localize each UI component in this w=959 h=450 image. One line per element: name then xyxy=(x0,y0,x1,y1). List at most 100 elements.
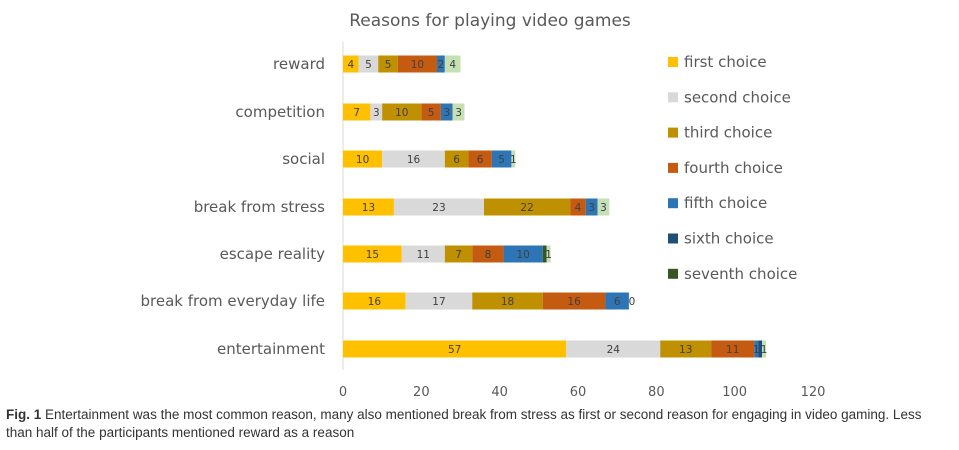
bar-segment xyxy=(343,340,567,358)
bar-value-label: 11 xyxy=(417,249,430,261)
legend-label: third choice xyxy=(684,124,772,142)
bar-segment xyxy=(382,103,422,121)
bar-segment xyxy=(546,245,551,263)
bar-segment xyxy=(570,198,586,216)
legend-swatch xyxy=(668,162,678,173)
figure-caption: Fig. 1 Entertainment was the most common… xyxy=(6,406,951,442)
x-tick-label: 40 xyxy=(491,385,508,400)
bar-segment xyxy=(343,245,402,263)
legend-swatch xyxy=(668,57,678,67)
bar-segment xyxy=(585,198,598,216)
bar-value-label: 4 xyxy=(449,59,456,71)
bar-segment xyxy=(711,340,755,358)
bar-segment xyxy=(370,103,383,121)
legend-item: third choice xyxy=(668,124,772,142)
legend-item: first choice xyxy=(668,53,767,71)
category-label: social xyxy=(282,150,325,168)
legend-swatch xyxy=(668,268,678,279)
bar-segment xyxy=(343,198,394,216)
bar-value-label: 7 xyxy=(455,249,462,261)
bar-segment xyxy=(472,245,504,263)
bar-segment xyxy=(491,150,512,168)
bar-value-label: 23 xyxy=(432,202,445,214)
x-tick-label: 120 xyxy=(801,385,826,400)
bar-segment xyxy=(401,245,445,263)
bar-value-label: 3 xyxy=(600,202,607,214)
bar-segment xyxy=(762,340,766,358)
bar-value-label: 6 xyxy=(453,154,460,166)
bar-value-label: 11 xyxy=(726,344,739,356)
category-label: competition xyxy=(235,103,325,121)
bar-value-label: 3 xyxy=(588,202,595,214)
category-labels: reward competition social break from stress… xyxy=(141,55,326,358)
bar-value-label: 57 xyxy=(448,344,461,356)
legend-item: sixth choice xyxy=(668,230,774,248)
bar-value-label: 16 xyxy=(407,154,421,166)
legend-label: fifth choice xyxy=(684,194,767,212)
bar-segment xyxy=(566,340,661,358)
bar-value-label: 8 xyxy=(485,249,492,261)
bar-value-label: 10 xyxy=(395,107,408,119)
legend-item: seventh choice xyxy=(668,265,797,283)
legend-label: second choice xyxy=(684,88,791,106)
bar-value-label: 22 xyxy=(520,202,533,214)
bar-segment xyxy=(358,55,379,73)
bar-value-label: 17 xyxy=(432,296,445,308)
bar-value-label: 6 xyxy=(477,154,484,166)
bar-segment xyxy=(393,198,484,216)
bar-value-label: 2 xyxy=(438,59,445,71)
bar-value-label: 4 xyxy=(347,59,354,71)
legend-swatch xyxy=(668,127,678,138)
bar-segment xyxy=(542,292,606,310)
bar-segment xyxy=(468,150,492,168)
legend-item: fourth choice xyxy=(668,159,783,177)
legend-swatch xyxy=(668,198,678,209)
bar-row: 10 16 6 6 5 1 xyxy=(343,150,517,168)
bar-segment xyxy=(421,103,441,121)
bar-value-label: 13 xyxy=(362,202,375,214)
bar-row: 7 3 10 5 3 3 xyxy=(343,103,465,121)
bar-row: 13 23 22 4 3 3 xyxy=(343,198,610,216)
legend-label: fourth choice xyxy=(684,159,783,177)
bar-value-label: 1 xyxy=(545,249,552,261)
x-tick-label: 20 xyxy=(413,385,430,400)
bar-row: 57 24 13 11 1 1 xyxy=(343,340,768,358)
bar-value-label: 1 xyxy=(753,344,760,356)
bar-segment xyxy=(605,292,629,310)
bar-value-label: 18 xyxy=(501,296,514,308)
bar-segment xyxy=(343,292,406,310)
bar-segment xyxy=(484,198,571,216)
bar-value-label: 5 xyxy=(498,154,505,166)
bar-value-label: 1 xyxy=(761,344,768,356)
legend-swatch xyxy=(668,92,678,103)
x-tick-label: 80 xyxy=(648,385,665,400)
bar-value-label: 10 xyxy=(516,249,529,261)
category-label: break from stress xyxy=(194,198,325,216)
legend-label: seventh choice xyxy=(684,265,797,283)
bar-segment xyxy=(382,150,445,168)
bar-segment xyxy=(452,103,465,121)
x-tick-label: 100 xyxy=(722,385,747,400)
bar-value-label: 13 xyxy=(679,344,692,356)
bar-segment xyxy=(503,245,543,263)
category-label: reward xyxy=(273,55,325,73)
bar-value-label: 5 xyxy=(385,59,392,71)
bar-segment xyxy=(397,55,437,73)
bar-segment xyxy=(597,198,610,216)
bar-value-label: 15 xyxy=(366,249,379,261)
bar-segment xyxy=(444,55,461,73)
bar-row: 4 5 5 10 2 4 xyxy=(343,55,461,73)
category-label: entertainment xyxy=(217,340,325,358)
bar-segment xyxy=(343,103,371,121)
bar-row: 16 17 18 16 6 0 xyxy=(343,292,636,310)
bar-value-label: 5 xyxy=(428,107,435,119)
bar-value-label: 5 xyxy=(365,59,372,71)
bar-segment xyxy=(440,103,453,121)
bar-segment xyxy=(378,55,398,73)
chart-title: Reasons for playing video games xyxy=(349,11,631,31)
bar-value-label: 7 xyxy=(353,107,360,119)
bar-segment xyxy=(758,340,763,358)
category-label: escape reality xyxy=(220,245,325,263)
bar-value-label: 0 xyxy=(629,296,636,308)
bar-segment xyxy=(343,55,359,73)
